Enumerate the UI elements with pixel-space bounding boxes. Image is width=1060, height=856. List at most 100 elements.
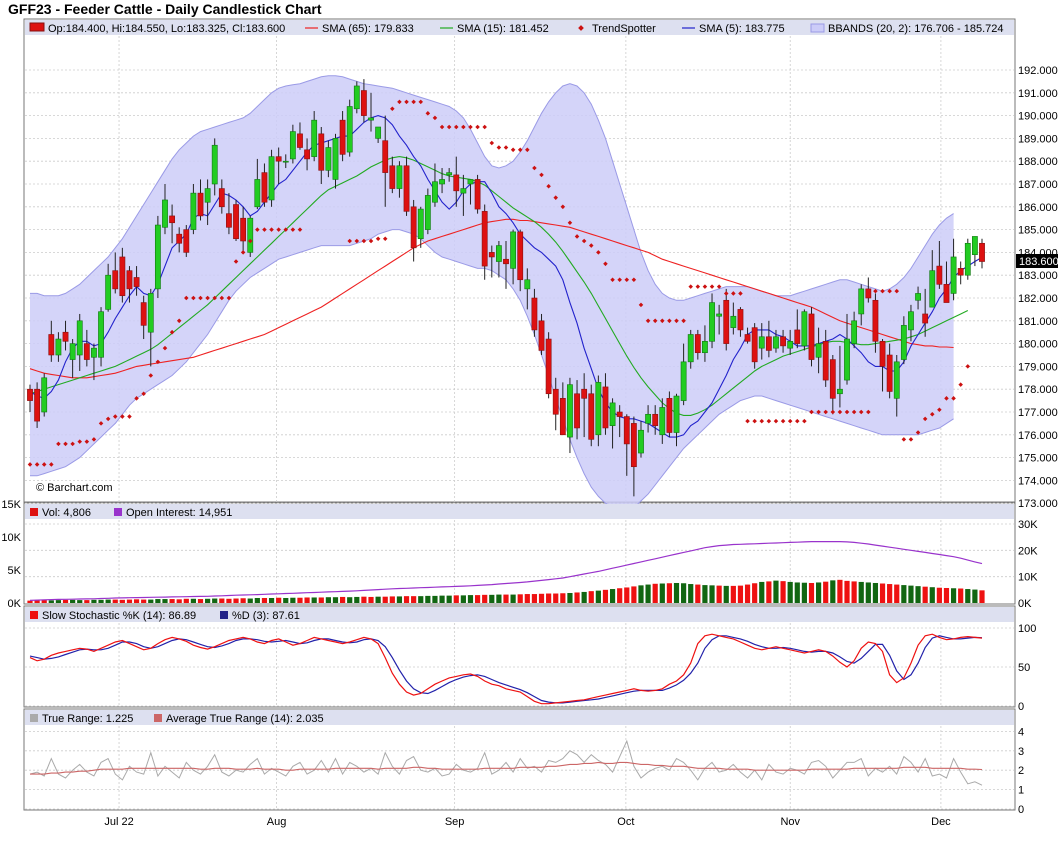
candle-body	[765, 336, 772, 351]
price-tag: 183.600	[1016, 254, 1059, 268]
trendspotter-marker	[603, 261, 608, 267]
candle-body	[694, 334, 701, 354]
candle-body	[964, 242, 971, 276]
tr-swatch	[30, 714, 38, 722]
volume-bar	[787, 581, 793, 603]
candle-body	[27, 388, 33, 401]
candle-body	[844, 338, 850, 381]
candle-body	[275, 156, 282, 162]
volume-bar	[581, 591, 587, 603]
trendspotter-marker	[169, 329, 175, 335]
candles	[27, 79, 985, 497]
volume-bar	[226, 598, 232, 603]
candle-body	[659, 407, 666, 436]
trendspotter-marker	[652, 318, 658, 324]
volume-bar	[688, 584, 694, 603]
trendspotter-marker	[198, 295, 203, 301]
price-tick-label: 174.000	[1018, 475, 1058, 487]
volume-bar	[887, 584, 893, 603]
candle-body	[801, 311, 808, 347]
price-tick-label: 191.000	[1018, 88, 1058, 100]
volume-bar	[55, 600, 62, 603]
candle-body	[410, 206, 417, 249]
tr-legend: True Range: 1.225	[42, 713, 133, 725]
volume-bar	[716, 585, 722, 603]
trendspotter-marker	[77, 439, 82, 444]
volume-bar	[958, 588, 964, 603]
candle-body	[737, 309, 744, 331]
candle-body	[432, 181, 438, 203]
candle-body	[602, 386, 609, 429]
volume-bar	[645, 584, 651, 603]
stoch-k-legend: Slow Stochastic %K (14): 86.89	[42, 610, 196, 622]
candle-body	[488, 252, 495, 258]
volume-bar	[155, 599, 161, 603]
volume-bar	[141, 599, 147, 603]
volume-bar	[801, 582, 807, 603]
volume-bar	[460, 595, 466, 603]
volume-bar	[979, 590, 985, 603]
trendspotter-marker	[674, 318, 679, 324]
candle-body	[396, 165, 403, 189]
trendspotter-marker	[851, 409, 857, 415]
candle-body	[226, 213, 232, 228]
candle-body	[41, 377, 48, 413]
candle-body	[297, 133, 303, 148]
trendspotter-marker	[894, 288, 900, 294]
volume-bar	[197, 599, 204, 603]
x-tick-label: Nov	[780, 816, 800, 828]
candle-body	[34, 388, 41, 422]
candle-body	[105, 274, 112, 310]
volume-bar	[524, 594, 530, 603]
x-tick-label: Jul 22	[104, 816, 133, 828]
volume-bar	[865, 582, 871, 603]
last-price-box	[1016, 254, 1058, 268]
candle-body	[76, 320, 83, 356]
price-tick-label: 188.000	[1018, 156, 1058, 168]
volume-legend-bar	[25, 504, 1014, 519]
trendspotter-marker	[901, 437, 907, 442]
volume-bar	[474, 595, 481, 603]
candle-body	[794, 329, 801, 344]
stoch-tick-label: 0	[1018, 701, 1024, 713]
candle-body	[709, 302, 715, 342]
candle-body	[503, 258, 509, 265]
volume-bar	[894, 584, 900, 603]
tr-tick-label: 2	[1018, 765, 1024, 777]
candle-body	[289, 131, 296, 160]
candle-body	[559, 398, 566, 436]
volume-bar	[169, 599, 175, 603]
price-tick-label: 185.000	[1018, 225, 1058, 237]
candle-body	[574, 393, 580, 429]
volume-bar	[567, 592, 573, 603]
volume-bar	[858, 581, 864, 603]
candle-body	[652, 413, 659, 426]
vol-left-tick: 0K	[8, 598, 22, 610]
bbands-legend: BBANDS (20, 2): 176.706 - 185.724	[828, 23, 1004, 35]
x-tick-label: Oct	[617, 816, 634, 828]
trendspotter-marker	[787, 418, 793, 424]
volume-bar	[233, 598, 239, 603]
candle-body	[481, 211, 488, 267]
trendspotter-marker	[155, 359, 161, 365]
bbands-swatch	[810, 23, 825, 33]
candle-body	[211, 144, 218, 185]
tr-tick-label: 0	[1018, 804, 1024, 816]
volume-bar	[830, 580, 836, 603]
volume-bar	[837, 579, 843, 603]
volume-bar	[723, 585, 729, 603]
candle-body	[808, 313, 815, 360]
volume-bar	[780, 581, 786, 603]
candle-body	[282, 160, 289, 163]
volume-bar	[368, 596, 374, 603]
true-range-lines	[29, 739, 983, 786]
candle-body	[233, 204, 239, 240]
volume-bar	[91, 599, 97, 603]
volume-bar	[922, 586, 928, 603]
candle-body	[304, 149, 310, 160]
candle-body	[197, 192, 204, 217]
candle-body	[879, 341, 886, 367]
trendspotter-marker	[660, 318, 665, 324]
candle-body	[716, 313, 723, 317]
volume-bar	[325, 597, 331, 603]
